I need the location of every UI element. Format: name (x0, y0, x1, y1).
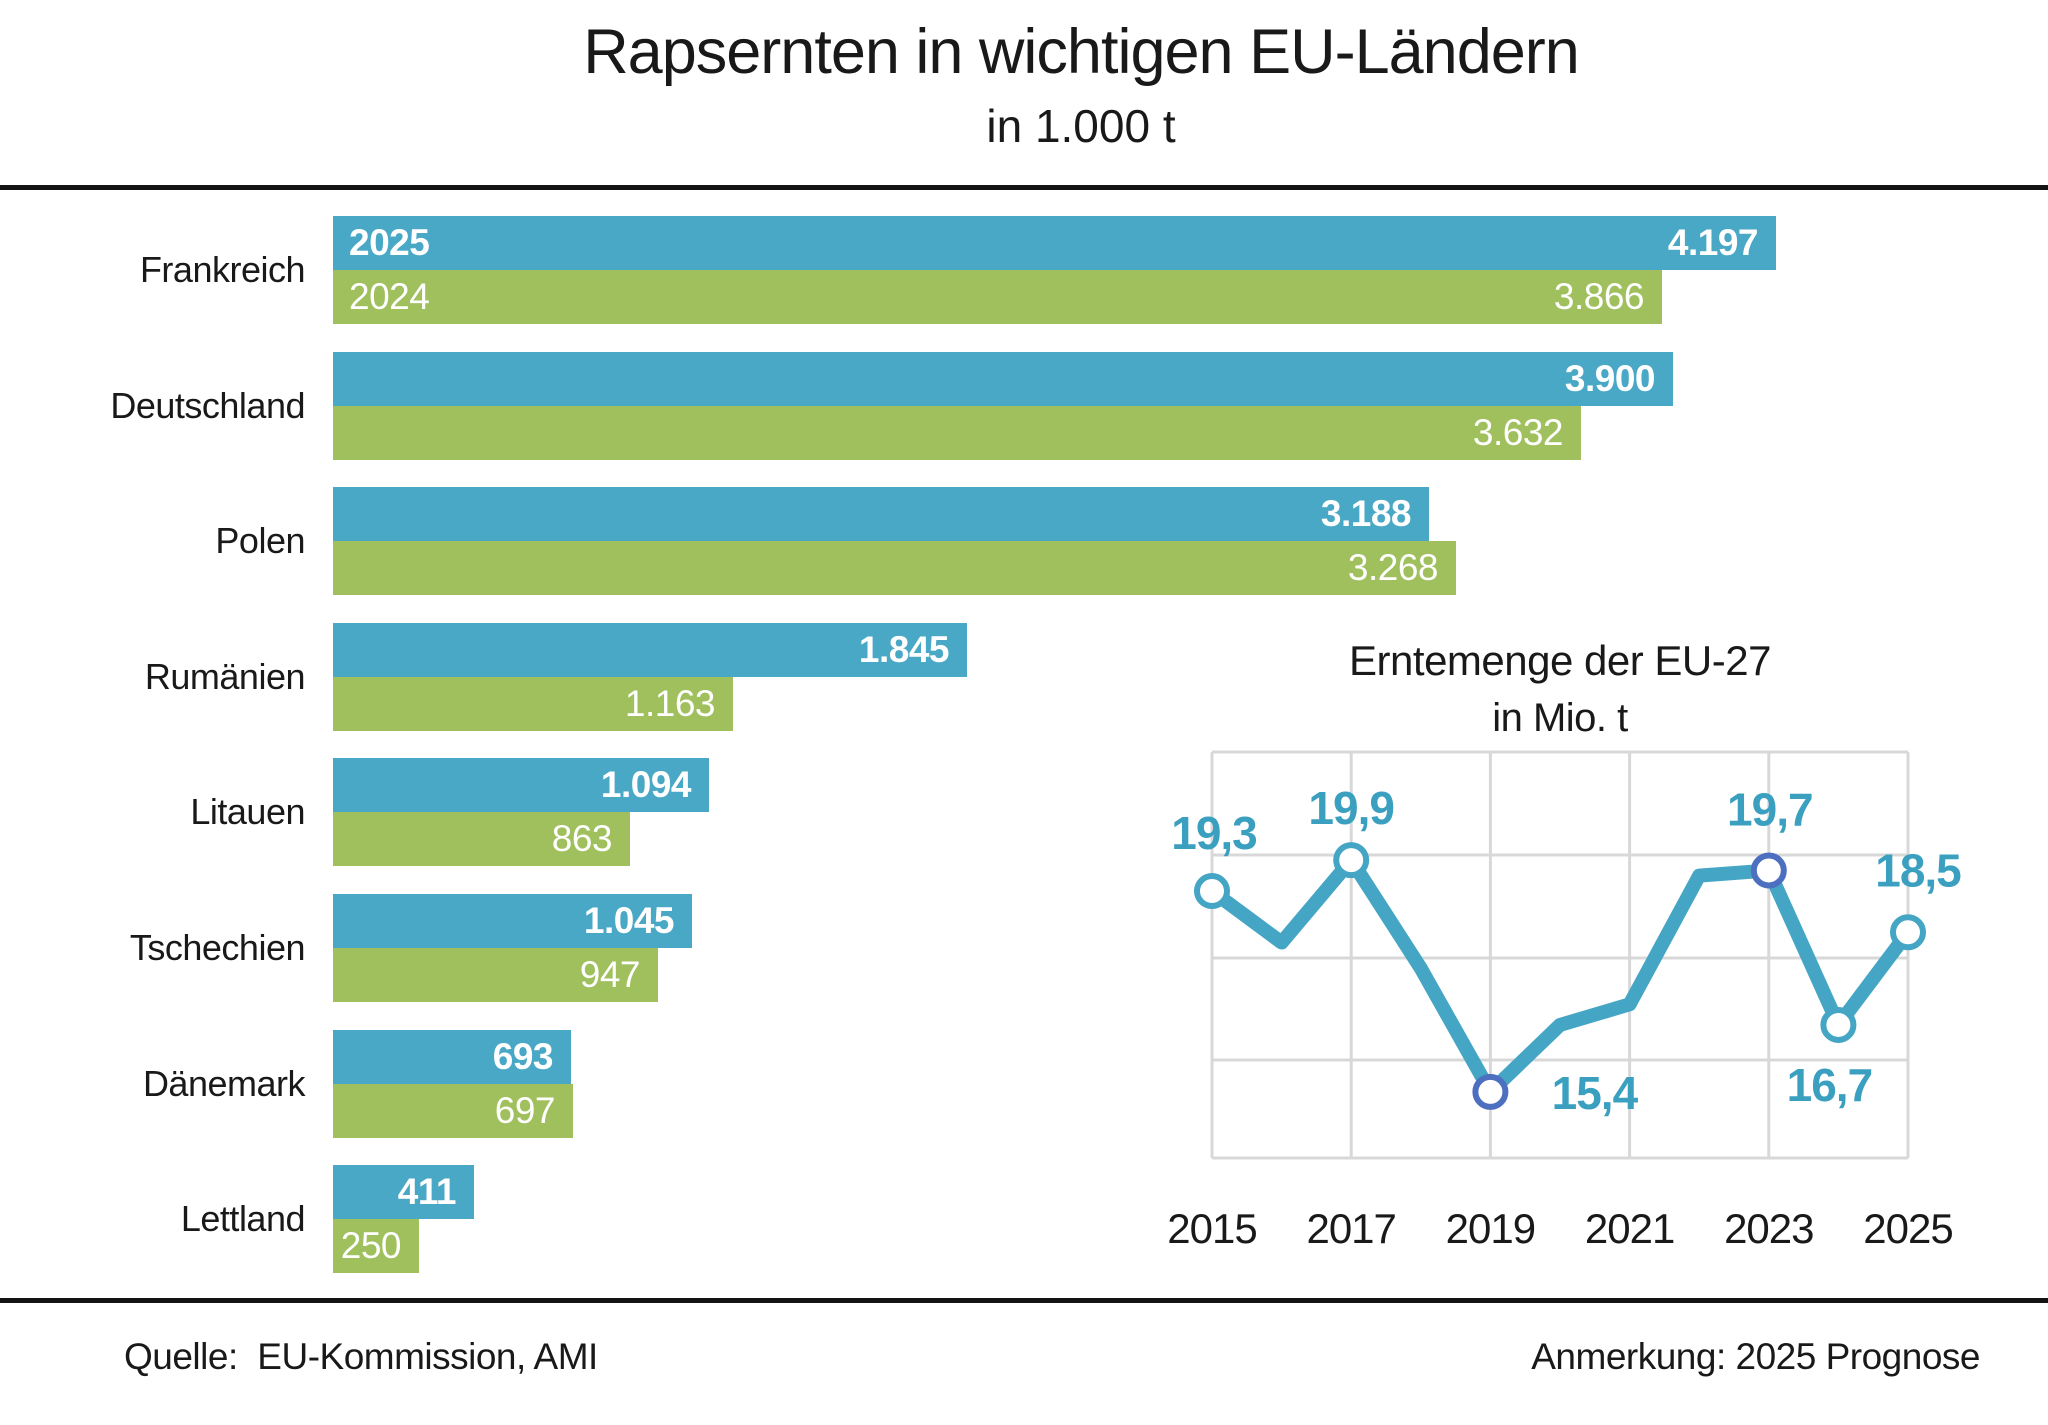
data-marker (1333, 842, 1370, 879)
data-marker (1890, 914, 1926, 951)
x-tick-label: 2021 (1585, 1205, 1674, 1252)
bar-value-label: 947 (579, 954, 641, 995)
line-chart: 19,3 19,9 15,4 19,7 16,7 18,5 2015 2017 2019 2021… (1167, 750, 1962, 1252)
country-label: Deutschland (110, 385, 305, 426)
bar-value-label: 863 (551, 818, 613, 859)
country-label: Rumänien (144, 656, 306, 697)
x-tick-label: 2019 (1446, 1205, 1535, 1252)
bar-2024: 3.632 (333, 406, 1581, 460)
data-marker (1820, 1006, 1857, 1043)
bar-value-label: 3.632 (1472, 412, 1564, 453)
bar-value-label: 693 (492, 1036, 554, 1077)
bar-2025: 3.900 (333, 352, 1673, 406)
source-note: Quelle: EU-Kommission, AMI (124, 1336, 598, 1377)
point-value-label: 18,5 (1875, 844, 1961, 896)
bar-2024: 947 (333, 948, 658, 1002)
point-value-label: 15,4 (1552, 1067, 1639, 1119)
x-tick-label: 2025 (1863, 1205, 1952, 1252)
bottom-divider (0, 1298, 2048, 1303)
page-subtitle: in 1.000 t (986, 100, 1176, 152)
page-title: Rapsernten in wichtigen EU-Ländern (583, 17, 1580, 87)
bar-2025: 1.094 (333, 758, 709, 812)
x-tick-label: 2017 (1306, 1205, 1395, 1252)
bar-value-label: 3.900 (1564, 358, 1656, 399)
bar-value-label: 1.094 (600, 764, 692, 805)
bar-2025: 3.188 (333, 487, 1429, 541)
bar-2024: 697 (333, 1084, 573, 1138)
series-year-label: 2024 (349, 276, 430, 317)
x-tick-label: 2015 (1167, 1205, 1256, 1252)
point-value-label: 19,7 (1727, 783, 1813, 835)
bar-value-label: 3.866 (1553, 276, 1645, 317)
bar-2025: 411 (333, 1165, 474, 1219)
point-value-label: 19,3 (1171, 807, 1257, 859)
inset-chart-subtitle: in Mio. t (1492, 696, 1628, 740)
data-marker-special (1472, 1073, 1509, 1110)
point-value-label: 19,9 (1308, 782, 1394, 834)
country-label: Litauen (190, 791, 305, 832)
x-tick-label: 2023 (1724, 1205, 1813, 1252)
bar-value-label: 4.197 (1667, 222, 1759, 263)
data-line (1207, 853, 1914, 1099)
data-marker (1194, 873, 1230, 910)
top-divider (0, 185, 2048, 190)
bar-value-label: 3.188 (1320, 493, 1412, 534)
bar-2024: 1.163 (333, 677, 733, 731)
country-label: Frankreich (139, 249, 306, 290)
bar-2024: 3.268 (333, 541, 1456, 595)
country-label: Tschechien (129, 927, 306, 968)
point-value-label: 16,7 (1787, 1059, 1873, 1111)
bar-2025: 1.045 (333, 894, 692, 948)
bar-2025: 693 (333, 1030, 571, 1084)
country-label: Polen (215, 520, 305, 561)
bar-value-label: 1.845 (858, 629, 950, 670)
country-label: Lettland (180, 1198, 306, 1239)
data-marker-special (1750, 852, 1787, 889)
bar-2025: 1.845 (333, 623, 967, 677)
bar-value-label: 411 (397, 1171, 457, 1212)
country-label: Dänemark (142, 1063, 306, 1104)
bar-value-label: 697 (494, 1090, 556, 1131)
bar-2024: 2024 3.866 (333, 270, 1662, 324)
bar-2024: 250 (333, 1219, 419, 1273)
bar-value-label: 1.163 (624, 683, 716, 724)
series-year-label: 2025 (349, 222, 430, 263)
bar-value-label: 1.045 (583, 900, 675, 941)
bar-value-label: 250 (340, 1225, 402, 1266)
inset-chart-title: Erntemenge der EU-27 (1349, 637, 1771, 684)
bar-2025: 2025 4.197 (333, 216, 1776, 270)
annotation-note: Anmerkung: 2025 Prognose (1531, 1336, 1980, 1377)
bar-value-label: 3.268 (1347, 547, 1439, 588)
bar-2024: 863 (333, 812, 630, 866)
